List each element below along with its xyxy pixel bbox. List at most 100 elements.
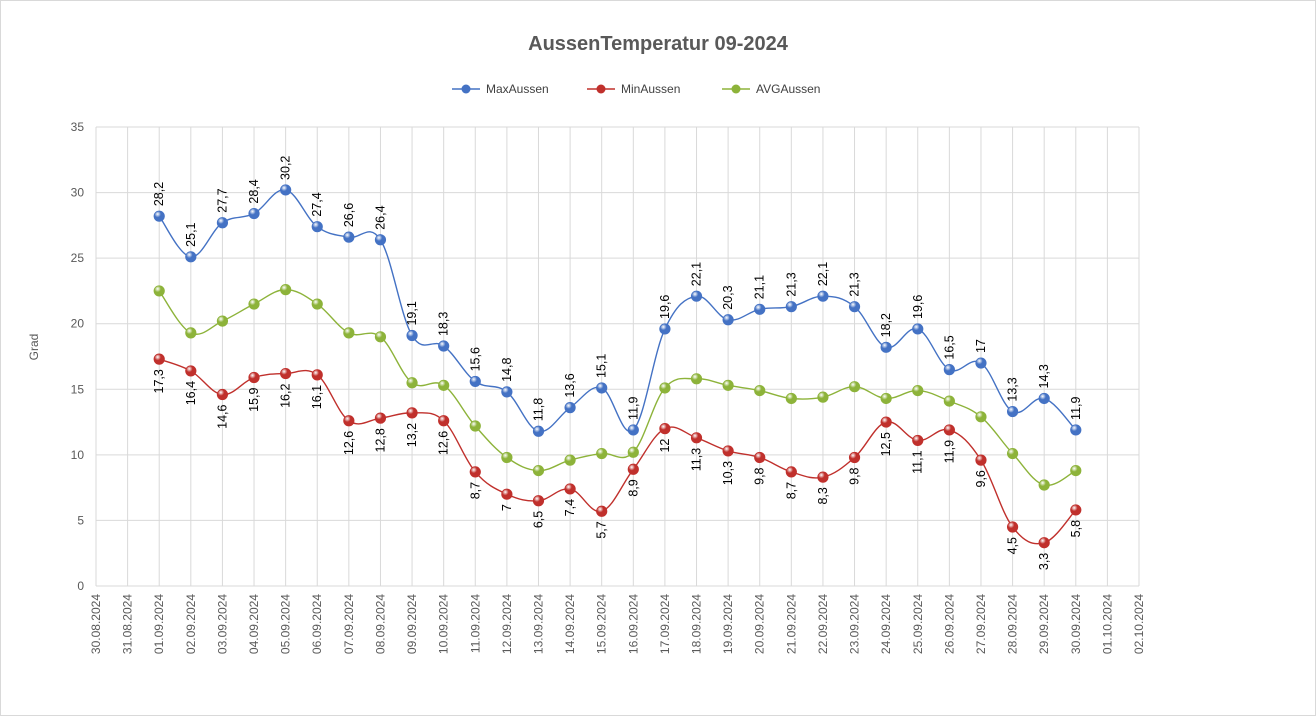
series-line-minaussen <box>158 358 1077 545</box>
x-tick-label: 30.09.2024 <box>1069 594 1083 654</box>
data-point-avgaussen <box>1006 447 1019 460</box>
data-point-minaussen <box>943 424 955 436</box>
data-point-minaussen <box>754 451 766 464</box>
x-tick-label: 22.09.2024 <box>816 594 830 654</box>
x-tick-label: 26.09.2024 <box>942 594 956 654</box>
x-tick-label: 20.09.2024 <box>753 594 767 654</box>
series-line-avgaussen <box>158 288 1077 487</box>
data-point-minaussen <box>532 495 545 507</box>
data-label-minaussen: 15,9 <box>247 387 261 411</box>
data-label-maxaussen: 13,6 <box>563 373 577 397</box>
series-layer <box>153 184 1082 549</box>
legend: MaxAussen MinAussen AVGAussen <box>452 82 820 96</box>
data-point-avgaussen <box>280 284 292 296</box>
data-point-maxaussen <box>880 341 892 353</box>
data-point-avgaussen <box>754 384 766 397</box>
data-point-minaussen <box>1006 521 1019 533</box>
x-axis-ticks: 30.08.2024 31.08.2024 01.09.2024 02.09.2024… <box>89 594 1146 654</box>
data-label-maxaussen: 18,3 <box>437 312 451 336</box>
x-tick-label: 31.08.2024 <box>121 594 135 654</box>
data-label-minaussen: 9,8 <box>753 467 767 484</box>
data-point-avgaussen <box>153 285 165 297</box>
data-label-minaussen: 12 <box>658 439 672 453</box>
data-point-minaussen <box>817 471 829 483</box>
data-point-avgaussen <box>343 327 355 339</box>
data-point-avgaussen <box>659 382 671 394</box>
data-point-avgaussen <box>374 331 387 343</box>
data-point-avgaussen <box>501 451 513 464</box>
data-point-minaussen <box>185 365 197 377</box>
x-tick-label: 28.09.2024 <box>1006 594 1020 654</box>
data-point-maxaussen <box>848 301 861 313</box>
data-point-maxaussen <box>406 329 418 342</box>
y-tick-label: 0 <box>77 579 84 593</box>
data-label-maxaussen: 15,6 <box>468 347 482 371</box>
x-tick-label: 10.09.2024 <box>437 594 451 654</box>
data-point-avgaussen <box>438 379 450 391</box>
data-label-minaussen: 14,6 <box>215 404 229 428</box>
legend-label-minaussen: MinAussen <box>621 82 680 96</box>
x-tick-label: 30.08.2024 <box>89 594 103 654</box>
data-point-avgaussen <box>722 379 734 391</box>
data-point-maxaussen <box>216 217 229 229</box>
x-tick-label: 15.09.2024 <box>595 594 609 654</box>
data-label-minaussen: 5,8 <box>1069 520 1083 537</box>
data-point-minaussen <box>1038 537 1050 549</box>
data-label-maxaussen: 11,9 <box>1069 396 1083 419</box>
data-label-maxaussen: 21,1 <box>753 275 767 299</box>
x-tick-label: 09.09.2024 <box>405 594 419 654</box>
data-label-minaussen: 12,6 <box>437 431 451 455</box>
data-point-maxaussen <box>1070 424 1082 436</box>
data-label-minaussen: 11,1 <box>911 450 925 473</box>
x-tick-label: 05.09.2024 <box>279 594 293 654</box>
data-label-maxaussen: 19,6 <box>658 295 672 319</box>
data-point-minaussen <box>216 388 229 401</box>
data-label-minaussen: 9,6 <box>974 470 988 487</box>
x-tick-label: 02.10.2024 <box>1132 594 1146 654</box>
x-tick-label: 04.09.2024 <box>247 594 261 654</box>
legend-item-minaussen: MinAussen <box>587 82 680 96</box>
data-point-avgaussen <box>975 411 987 423</box>
data-label-minaussen: 7,4 <box>563 499 577 516</box>
legend-item-avgaussen: AVGAussen <box>722 82 820 96</box>
data-label-minaussen: 10,3 <box>721 461 735 485</box>
data-point-maxaussen <box>912 323 924 335</box>
data-label-minaussen: 12,6 <box>342 431 356 455</box>
data-point-minaussen <box>564 483 576 495</box>
data-label-maxaussen: 19,1 <box>405 301 419 325</box>
data-point-avgaussen <box>880 392 892 405</box>
data-point-minaussen <box>469 466 481 478</box>
legend-label-avgaussen: AVGAussen <box>756 82 820 96</box>
data-point-avgaussen <box>185 327 197 339</box>
data-point-maxaussen <box>690 290 703 302</box>
data-label-maxaussen: 28,2 <box>152 182 166 206</box>
x-tick-label: 25.09.2024 <box>911 594 925 654</box>
data-point-minaussen <box>690 432 703 444</box>
data-label-minaussen: 16,2 <box>279 384 293 408</box>
data-label-maxaussen: 11,9 <box>626 396 640 419</box>
data-point-avgaussen <box>532 464 545 477</box>
data-label-minaussen: 13,2 <box>405 423 419 447</box>
x-tick-label: 11.09.2024 <box>468 594 482 653</box>
legend-label-maxaussen: MaxAussen <box>486 82 549 96</box>
data-point-minaussen <box>1070 504 1082 516</box>
data-point-maxaussen <box>438 340 450 352</box>
data-point-maxaussen <box>659 323 671 335</box>
x-tick-label: 12.09.2024 <box>500 594 514 654</box>
legend-marker-minaussen <box>596 84 606 94</box>
data-label-maxaussen: 21,3 <box>784 272 798 296</box>
data-point-minaussen <box>406 407 418 419</box>
x-tick-label: 29.09.2024 <box>1037 594 1051 654</box>
data-point-maxaussen <box>785 301 797 313</box>
x-tick-label: 23.09.2024 <box>848 594 862 654</box>
x-tick-label: 01.10.2024 <box>1100 594 1114 654</box>
x-tick-label: 24.09.2024 <box>879 594 893 654</box>
data-point-minaussen <box>785 466 797 478</box>
data-label-maxaussen: 26,6 <box>342 203 356 227</box>
data-point-minaussen <box>848 451 861 464</box>
data-point-minaussen <box>722 445 734 457</box>
data-point-maxaussen <box>311 221 323 233</box>
data-point-minaussen <box>438 415 450 427</box>
data-label-maxaussen: 27,4 <box>310 192 324 216</box>
